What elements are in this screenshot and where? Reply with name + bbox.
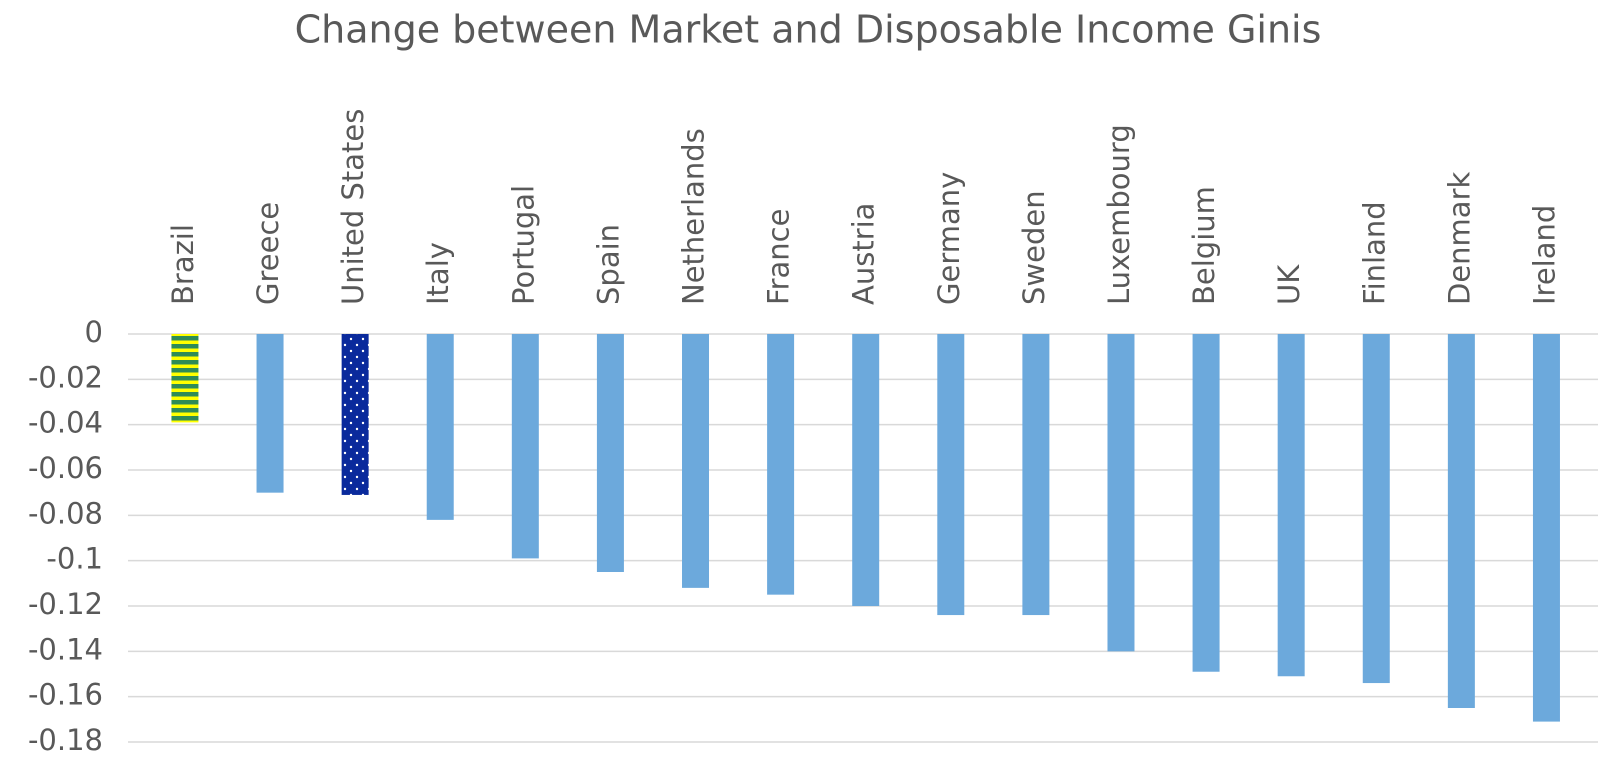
x-tick-label: Belgium: [1187, 186, 1221, 305]
x-tick-label: Netherlands: [677, 128, 711, 305]
bar: [1532, 334, 1560, 722]
bar: [511, 334, 539, 559]
x-tick-label: Greece: [251, 202, 285, 305]
chart-title: Change between Market and Disposable Inc…: [295, 8, 1322, 52]
x-tick-label: Brazil: [166, 224, 200, 305]
bar: [767, 334, 795, 595]
bar: [1447, 334, 1475, 708]
x-tick-label: Ireland: [1527, 205, 1561, 305]
x-tick-label: France: [762, 209, 796, 305]
y-tick-label: -0.06: [28, 451, 103, 485]
bar: [1107, 334, 1135, 652]
x-tick-label: Austria: [847, 203, 881, 305]
y-tick-label: -0.16: [28, 678, 103, 712]
y-tick-label: -0.14: [28, 632, 103, 666]
bar: [426, 334, 454, 520]
y-tick-label: -0.1: [46, 542, 103, 576]
bar: [256, 334, 284, 493]
x-tick-label: Finland: [1357, 201, 1391, 305]
x-tick-label: Denmark: [1442, 172, 1476, 305]
bar: [1192, 334, 1220, 672]
x-tick-label: Italy: [421, 242, 455, 305]
bar: [596, 334, 624, 572]
x-tick-label: Portugal: [506, 185, 540, 305]
y-tick-label: -0.04: [28, 406, 103, 440]
bar: [852, 334, 880, 606]
x-tick-label: Germany: [932, 172, 966, 305]
x-tick-label: Sweden: [1017, 190, 1051, 305]
bar: [1022, 334, 1050, 616]
bar: [341, 334, 369, 495]
y-tick-label: -0.02: [28, 360, 103, 394]
y-tick-label: 0: [85, 315, 103, 349]
y-tick-label: -0.08: [28, 496, 103, 530]
y-tick-label: -0.18: [28, 723, 103, 757]
y-tick-label: -0.12: [28, 587, 103, 621]
x-tick-label: United States: [336, 109, 370, 305]
bar: [937, 334, 965, 616]
x-tick-label: Spain: [591, 224, 625, 305]
bar: [1362, 334, 1390, 684]
x-tick-label: UK: [1272, 264, 1306, 305]
bar: [1277, 334, 1305, 677]
bar: [171, 334, 199, 423]
x-tick-label: Luxembourg: [1102, 124, 1136, 305]
bar: [682, 334, 710, 588]
